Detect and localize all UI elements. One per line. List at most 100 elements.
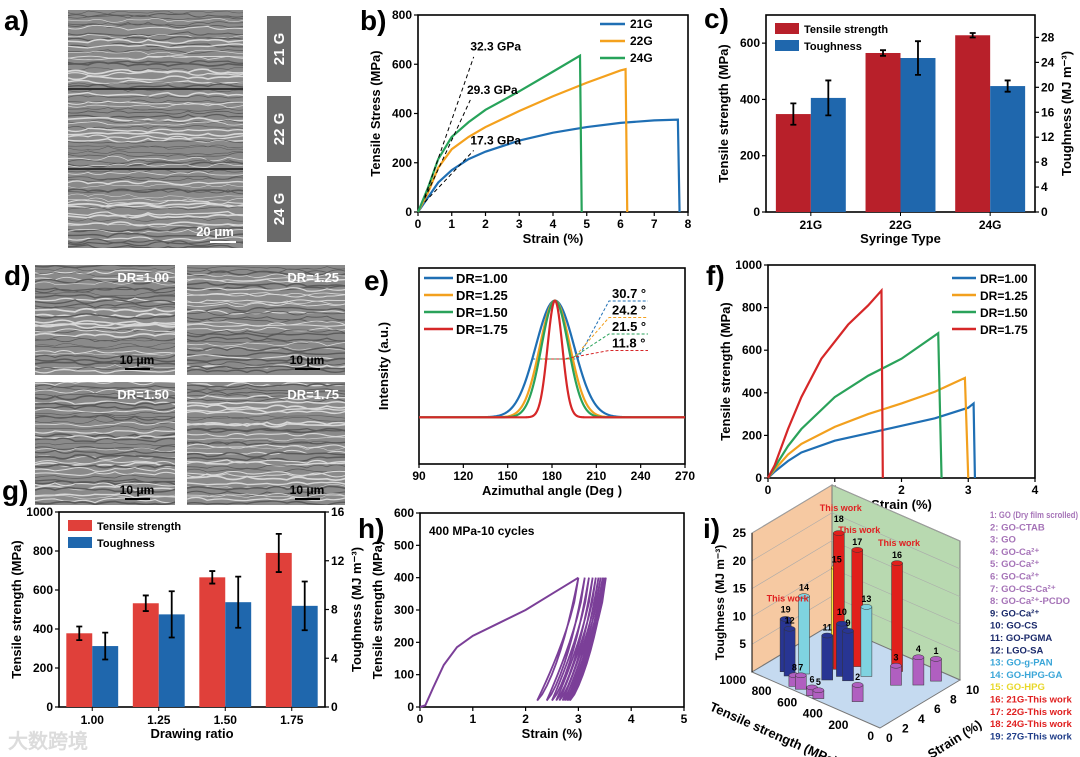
panel-label-d: d) bbox=[4, 260, 30, 291]
bar-number-label: 1 bbox=[933, 646, 938, 656]
cycle-loop-10 bbox=[569, 577, 607, 702]
legend-label: Tensile strength bbox=[97, 521, 181, 533]
z-tick-label: 25 bbox=[733, 526, 747, 540]
bar-body bbox=[912, 656, 925, 686]
bar-body bbox=[821, 635, 833, 681]
bar-number-label: 18 bbox=[834, 514, 844, 524]
scale-bar-label: 10 μm bbox=[120, 483, 155, 497]
x-tick-label: 600 bbox=[777, 695, 797, 709]
plot-frame bbox=[419, 512, 685, 708]
sem-tile-1: DR=1.00 10 μm bbox=[35, 265, 175, 375]
y-tick-label: 10 bbox=[966, 683, 980, 697]
bar-top bbox=[812, 687, 825, 693]
legend-label: Tensile strength bbox=[804, 24, 888, 36]
x-tick-label: 270 bbox=[675, 469, 695, 483]
bar3d-5 bbox=[812, 687, 825, 699]
bar-toughness bbox=[900, 58, 936, 212]
legend-entry: 5: GO-Ca²⁺ bbox=[990, 559, 1039, 570]
bar-top bbox=[860, 604, 873, 610]
cycle-loop-6 bbox=[561, 577, 600, 702]
y-tick-label: 600 bbox=[33, 583, 53, 597]
x-tick-label: 90 bbox=[412, 469, 426, 483]
error-bar bbox=[825, 79, 832, 117]
x-tick-label: 200 bbox=[828, 718, 848, 732]
bar-toughness bbox=[990, 86, 1026, 212]
x-axis-label: Azimuthal angle (Deg ) bbox=[482, 483, 622, 498]
legend-label: DR=1.50 bbox=[980, 306, 1028, 320]
series-line-DR=1.75 bbox=[767, 287, 884, 479]
series-line-21G bbox=[417, 118, 681, 213]
bar-number-label: 14 bbox=[799, 583, 809, 593]
error-bar bbox=[142, 594, 149, 612]
x-tick-label: 180 bbox=[542, 469, 562, 483]
bar-top bbox=[930, 656, 942, 662]
gauge-label: 21 G bbox=[271, 33, 288, 66]
bar-body bbox=[930, 658, 942, 682]
x-tick-label: 2 bbox=[482, 217, 489, 231]
bar-tensile-strength bbox=[265, 552, 292, 707]
y2-tick-label: 24 bbox=[1041, 55, 1055, 69]
legend-entry: 10: GO-CS bbox=[990, 621, 1038, 632]
gauge-label-box bbox=[267, 176, 291, 242]
legend-label: Toughness bbox=[804, 41, 862, 53]
x-tick-label: 3 bbox=[965, 483, 972, 497]
panel-label-b: b) bbox=[360, 5, 386, 36]
legend-entry: 13: GO-g-PAN bbox=[990, 658, 1053, 669]
loading-curve bbox=[419, 576, 579, 708]
bar-number-label: 8 bbox=[792, 662, 797, 672]
y-tick-label: 200 bbox=[392, 156, 412, 170]
chart-f: 0123402004006008001000Strain (%)Tensile … bbox=[718, 258, 1039, 512]
legend-label: 21G bbox=[630, 17, 653, 31]
y2-tick-label: 12 bbox=[331, 554, 345, 568]
grid-line bbox=[751, 512, 833, 562]
this-work-label: This work bbox=[878, 538, 921, 548]
bar-number-label: 15 bbox=[832, 555, 842, 565]
bar-number-label: 11 bbox=[822, 623, 832, 633]
x-tick-label: 1 bbox=[469, 712, 476, 726]
bar-top bbox=[851, 547, 864, 553]
y-tick-label: 4 bbox=[918, 712, 925, 726]
x-tick-label: 4 bbox=[628, 712, 635, 726]
legend-entry: 4: GO-Ca²⁺ bbox=[990, 547, 1039, 558]
error-bar bbox=[880, 49, 887, 57]
x-tick-label: 0 bbox=[765, 483, 772, 497]
bar-top bbox=[798, 593, 810, 599]
y2-tick-label: 4 bbox=[331, 651, 338, 665]
series-line-DR=1.00 bbox=[767, 401, 977, 479]
legend-entry: 16: 21G-This work bbox=[990, 695, 1073, 706]
x-tick-label: 2 bbox=[898, 483, 905, 497]
bar-top bbox=[912, 654, 925, 660]
bar-number-label: 6 bbox=[809, 674, 814, 684]
x-axis-label: Strain (%) bbox=[522, 726, 583, 741]
y-tick-label: 400 bbox=[394, 571, 414, 585]
panel-label-a: a) bbox=[4, 5, 29, 36]
draw-ratio-label: DR=1.50 bbox=[117, 387, 169, 402]
bar-number-label: 5 bbox=[816, 677, 821, 687]
watermark: 大数跨境 bbox=[8, 729, 88, 753]
x-tick-label: 150 bbox=[498, 469, 518, 483]
grid-line bbox=[751, 484, 833, 534]
z-tick-label: 15 bbox=[733, 582, 747, 596]
y2-tick-label: 8 bbox=[331, 603, 338, 617]
grid-line bbox=[751, 540, 833, 589]
error-bar bbox=[914, 40, 921, 76]
legend-entry: 3: GO bbox=[990, 535, 1016, 546]
bar3d-1 bbox=[930, 656, 942, 682]
chart-b: 0 1 2 3 4 5 6 7 8 0 200 400 600 800 Strain (%) Tensile … bbox=[368, 8, 692, 246]
bar-top bbox=[795, 672, 807, 679]
x-tick-label: 3 bbox=[575, 712, 582, 726]
y2-tick-label: 20 bbox=[1041, 80, 1055, 94]
bar-number-label: 13 bbox=[861, 594, 871, 604]
x-tick-label: 240 bbox=[631, 469, 651, 483]
sem-fibers bbox=[35, 382, 175, 505]
x-tick-label: 8 bbox=[685, 217, 692, 231]
y-axis-label: Tensile strength (MPa) bbox=[370, 541, 385, 679]
bar-tensile-strength bbox=[66, 633, 93, 707]
scale-bar-label: 10 μm bbox=[290, 483, 325, 497]
fwhm-label: 21.5 ° bbox=[612, 319, 646, 334]
legend-label: 24G bbox=[630, 51, 653, 65]
bar-top bbox=[779, 616, 792, 622]
bar-top bbox=[842, 628, 854, 634]
